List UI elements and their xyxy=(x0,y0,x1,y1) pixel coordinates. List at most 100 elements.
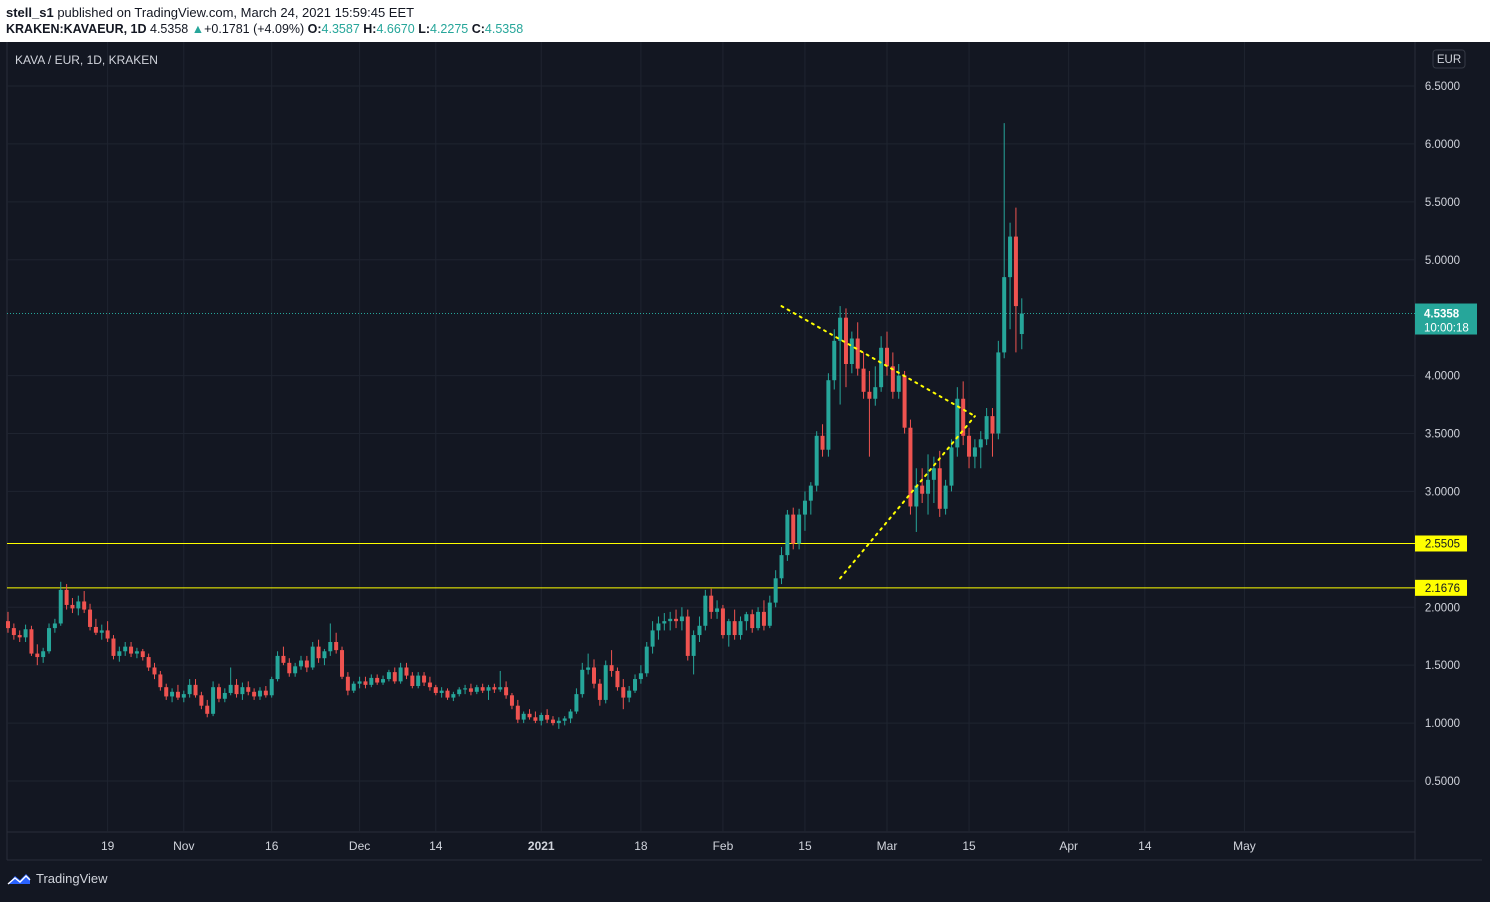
candle-body xyxy=(351,683,356,691)
candle-body xyxy=(152,667,157,675)
candle-body xyxy=(164,687,169,697)
x-tick-label: 16 xyxy=(265,839,279,853)
candle-body xyxy=(47,628,52,652)
candle-body xyxy=(509,695,514,706)
y-tick-label: 2.0000 xyxy=(1425,602,1460,614)
chart-title: KAVA / EUR, 1D, KRAKEN xyxy=(15,53,158,67)
candle-body xyxy=(240,687,245,695)
triangle-pattern xyxy=(780,305,976,580)
candle-body xyxy=(58,589,63,624)
candle-body xyxy=(99,630,104,633)
candle-body xyxy=(820,435,825,450)
candle-body xyxy=(111,638,116,656)
candle-body xyxy=(515,705,520,720)
close-label: C: xyxy=(471,22,485,36)
candle-body xyxy=(211,687,216,714)
candle-body xyxy=(263,690,268,696)
candle-body xyxy=(381,679,386,683)
candle-body xyxy=(715,608,720,612)
candle-body xyxy=(615,670,620,688)
candle-body xyxy=(691,635,696,656)
candle-body xyxy=(668,618,673,622)
candle-body xyxy=(123,646,128,652)
candle-body xyxy=(328,642,333,652)
author-name[interactable]: stell_s1 xyxy=(6,5,54,20)
chart-area[interactable]: KAVA / EUR, 1D, KRAKEN 6.5000 6.0000 5.500… xyxy=(0,42,1490,897)
last-price: 4.5358 xyxy=(150,22,189,36)
close-value: 4.5358 xyxy=(484,22,524,36)
candle-body xyxy=(93,626,98,633)
candle-body xyxy=(310,646,315,668)
candle-body xyxy=(29,629,34,654)
candle-body xyxy=(726,621,731,636)
candle-body xyxy=(996,352,1001,434)
candle-body xyxy=(492,687,497,690)
tradingview-logo-icon xyxy=(7,873,31,885)
candle-body xyxy=(984,416,989,440)
x-tick-label: Feb xyxy=(713,839,734,853)
candle-body xyxy=(967,435,972,457)
candle-body xyxy=(504,687,509,696)
pattern-line xyxy=(839,415,976,580)
change-arrow-icon: ▲ xyxy=(191,22,205,36)
candle-body xyxy=(550,719,555,724)
x-tick-label: 15 xyxy=(798,839,812,853)
candle-body xyxy=(656,623,661,631)
tradingview-logo[interactable]: TradingView xyxy=(6,871,108,886)
candle-body xyxy=(808,485,813,501)
candle-body xyxy=(814,435,819,486)
price-chart[interactable]: KAVA / EUR, 1D, KRAKEN 6.5000 6.0000 5.500… xyxy=(0,42,1490,897)
grid-lines xyxy=(6,42,1482,861)
candle-body xyxy=(41,651,46,658)
candle-body xyxy=(422,675,427,683)
candle-body xyxy=(849,338,854,364)
candle-body xyxy=(920,485,925,494)
candle-body xyxy=(88,609,93,627)
y-tick-label: 3.5000 xyxy=(1425,429,1460,441)
high-label: H: xyxy=(363,22,377,36)
candle-body xyxy=(861,368,866,392)
candle-body xyxy=(222,692,227,699)
candle-body xyxy=(949,447,954,486)
candle-body xyxy=(896,375,901,392)
candle-body xyxy=(304,660,309,668)
candle-body xyxy=(556,720,561,724)
candle-body xyxy=(252,691,257,697)
y-tick-label: 4.0000 xyxy=(1425,371,1460,383)
candle-body xyxy=(275,655,280,680)
candle-body xyxy=(299,660,303,667)
candle-body xyxy=(480,687,485,691)
candle-body xyxy=(64,589,69,605)
candle-body xyxy=(802,500,807,515)
candles xyxy=(6,123,1024,729)
candle-body xyxy=(562,718,567,721)
candle-body xyxy=(451,694,456,698)
candle-body xyxy=(375,677,380,683)
candle-body xyxy=(234,684,239,695)
candle-body xyxy=(392,672,397,682)
candle-body xyxy=(427,682,432,688)
candle-body xyxy=(23,629,28,638)
candle-body xyxy=(767,602,772,626)
last-price-tag xyxy=(1415,303,1477,335)
candle-body xyxy=(879,347,884,388)
candle-body xyxy=(867,391,872,399)
candle-body xyxy=(574,694,579,712)
candle-body xyxy=(445,690,450,698)
candle-body xyxy=(650,630,655,647)
candle-body xyxy=(474,687,479,692)
publish-info: stell_s1 published on TradingView.com, M… xyxy=(6,5,414,20)
candle-body xyxy=(193,684,198,696)
candle-body xyxy=(773,578,778,603)
candle-body xyxy=(386,672,391,680)
candle-body xyxy=(533,717,538,721)
countdown-label: 10:00:18 xyxy=(1424,323,1469,335)
candle-body xyxy=(603,665,608,700)
candle-body xyxy=(978,439,983,448)
candle-body xyxy=(439,690,444,693)
candle-body xyxy=(791,514,796,544)
candle-body xyxy=(885,347,889,367)
candle-body xyxy=(873,387,878,399)
candle-body xyxy=(1002,277,1007,353)
low-label: L: xyxy=(418,22,430,36)
